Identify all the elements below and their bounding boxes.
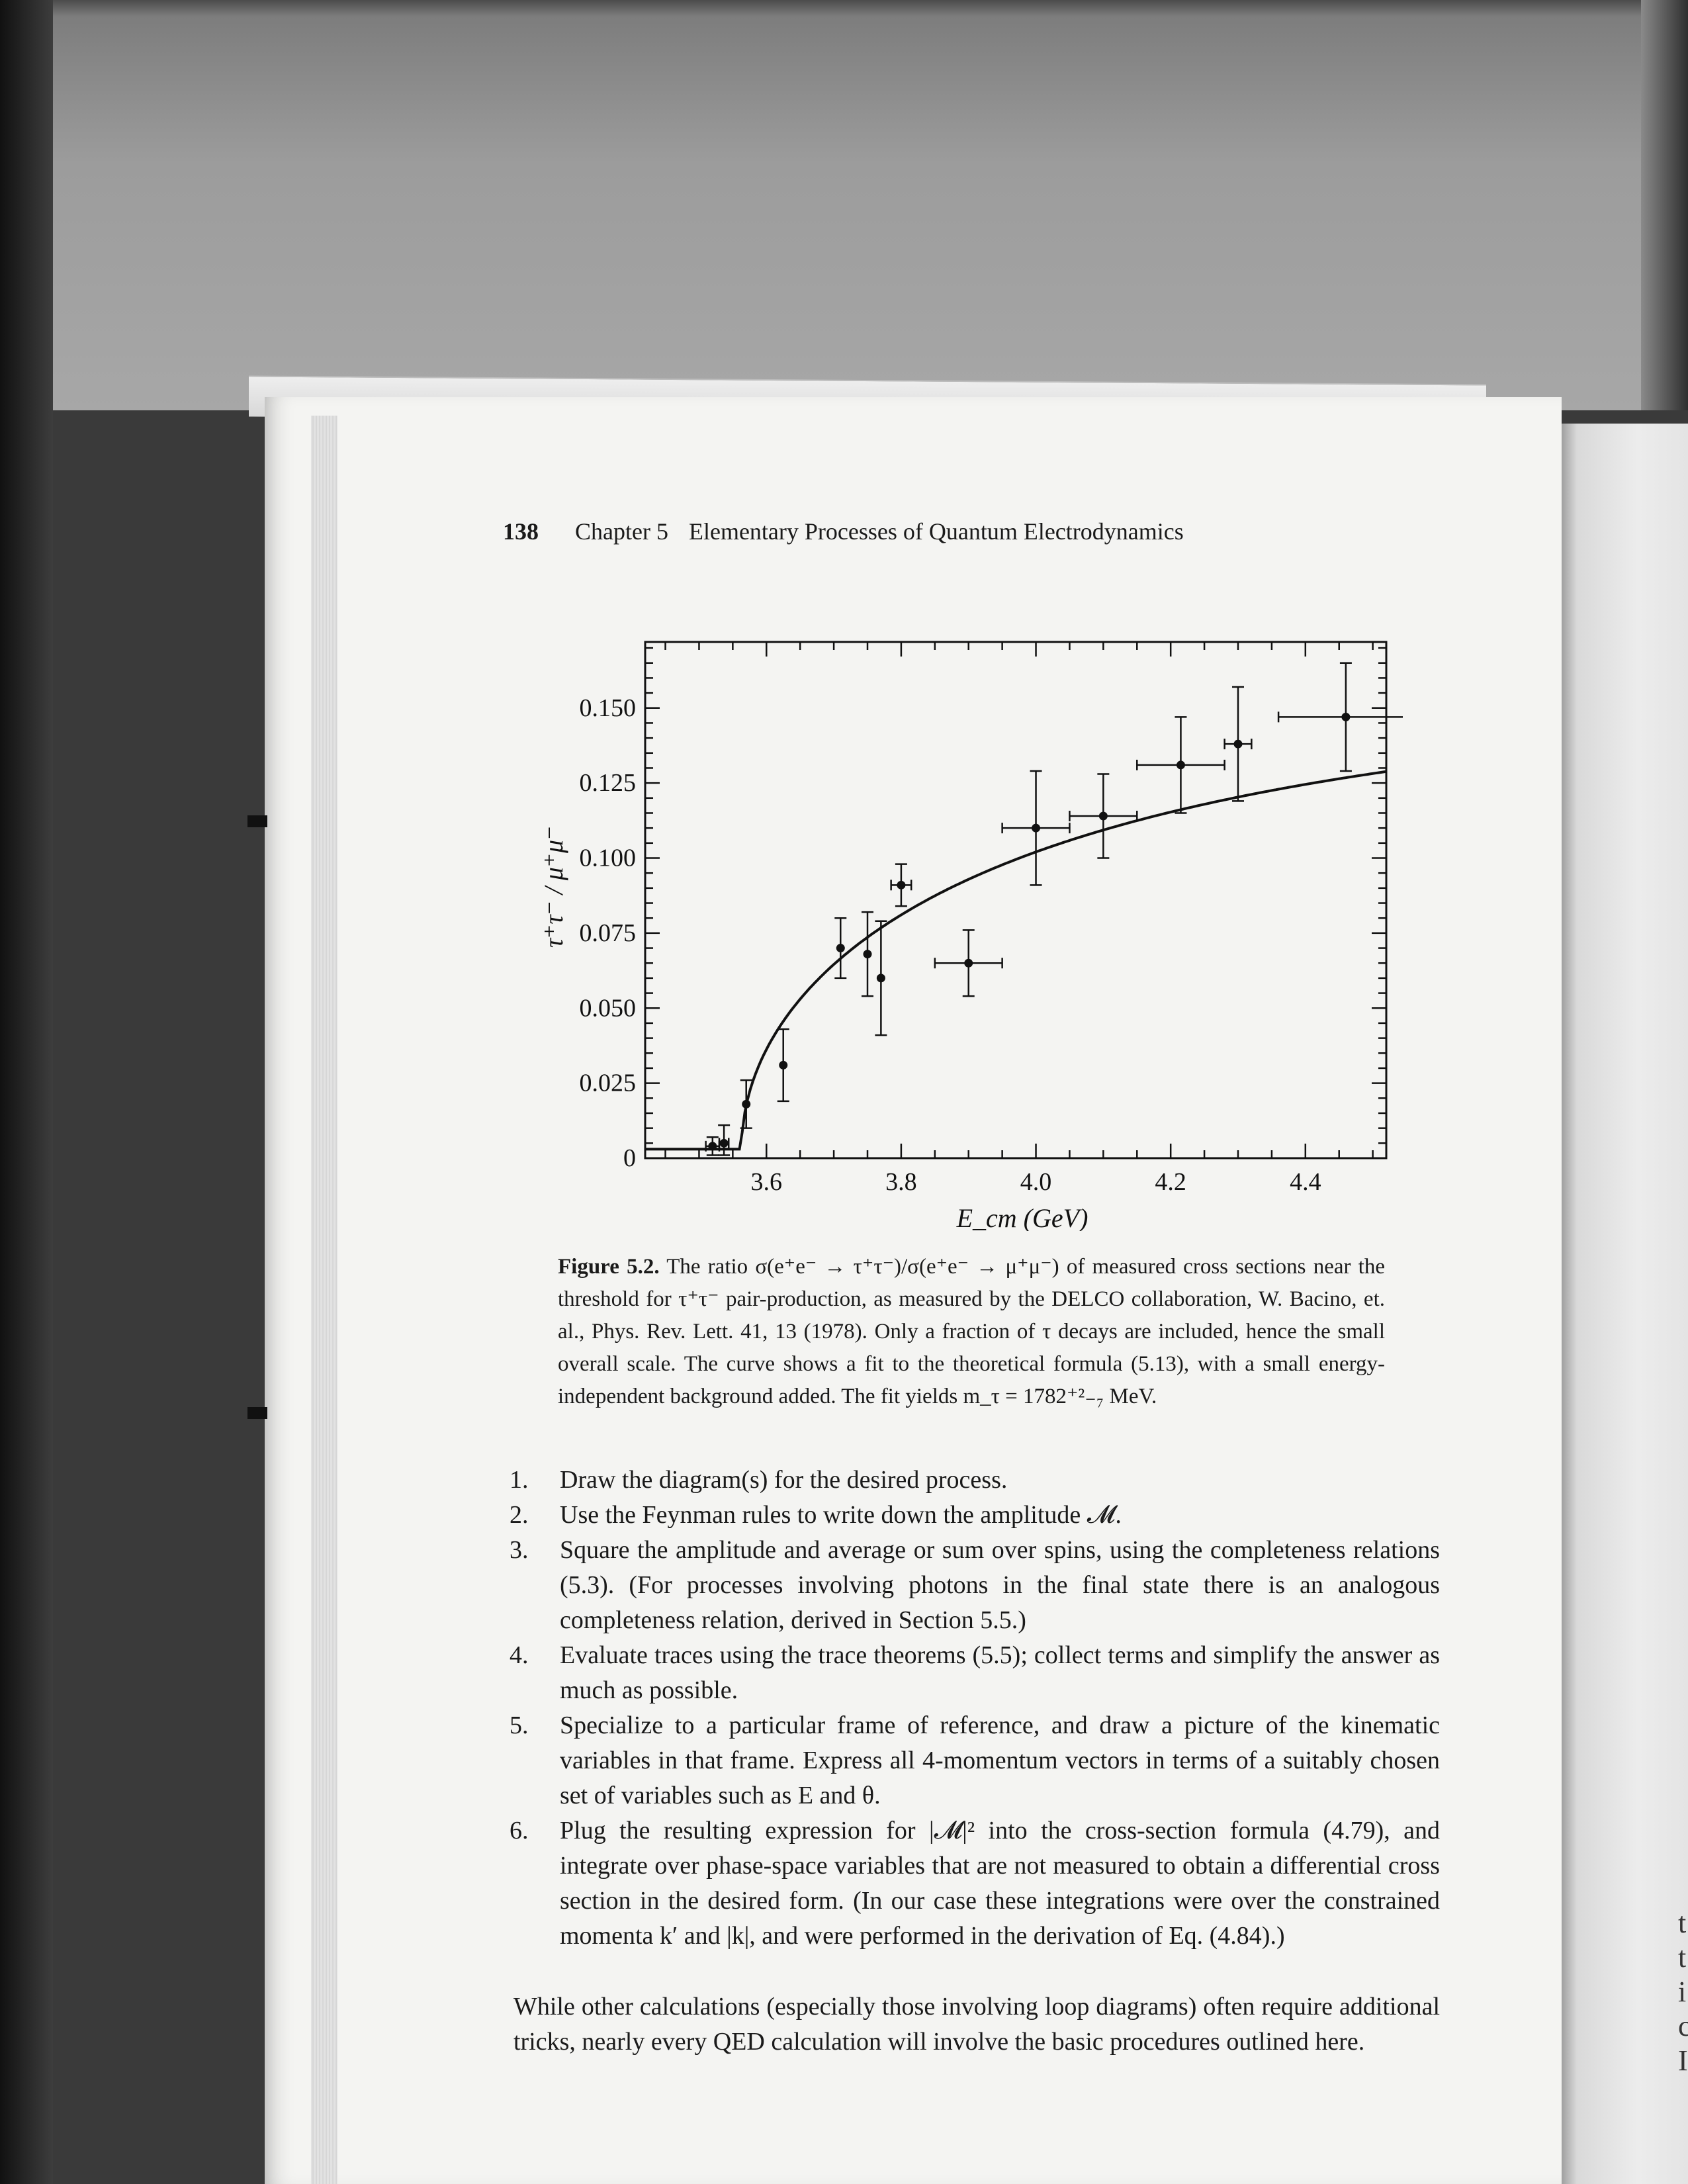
data-marker	[1032, 823, 1041, 833]
data-marker	[708, 1142, 717, 1151]
procedure-step: 2. Use the Feynman rules to write down th…	[510, 1498, 1440, 1533]
data-marker	[1176, 760, 1185, 770]
data-point	[862, 911, 873, 997]
step-text: Draw the diagram(s) for the desired proc…	[560, 1466, 1008, 1494]
step-text: Square the amplitude and average or sum …	[560, 1536, 1440, 1634]
x-tick-label: 3.6	[751, 1168, 783, 1196]
y-tick-label: 0.075	[580, 919, 637, 947]
page-fore-edge	[311, 416, 337, 2184]
data-point	[1136, 716, 1225, 814]
data-marker	[779, 1060, 788, 1069]
procedure-step: 1. Draw the diagram(s) for the desired pr…	[510, 1463, 1440, 1498]
running-head: 138 Chapter 5 Elementary Processes of Qu…	[503, 518, 1184, 545]
closing-paragraph: While other calculations (especially tho…	[513, 1993, 1440, 2056]
data-point	[1069, 773, 1138, 859]
data-marker	[876, 974, 885, 983]
chapter-title: Elementary Processes of Quantum Electrod…	[688, 518, 1184, 545]
data-point	[740, 1079, 752, 1129]
step-number: 5.	[510, 1711, 529, 1739]
procedure-list: 1. Draw the diagram(s) for the desired pr…	[510, 1463, 1440, 1954]
procedure-step: 3. Square the amplitude and average or su…	[510, 1533, 1440, 1638]
page-tab-marker	[247, 1407, 267, 1419]
data-marker	[1341, 712, 1351, 721]
data-point	[777, 1028, 789, 1103]
step-text: Specialize to a particular frame of refe…	[560, 1711, 1440, 1809]
scan-background	[0, 0, 1688, 410]
y-tick-label: 0.125	[580, 769, 637, 797]
page-number: 138	[503, 518, 539, 545]
x-tick-label: 4.2	[1155, 1168, 1186, 1196]
data-marker	[742, 1099, 751, 1109]
data-point	[1001, 770, 1071, 886]
figure-5-2-chart: 3.6 3.8 4.0 4.2 4.4 0 0.025 0.050 0.075 0.100 0.12…	[516, 622, 1414, 1233]
y-tick-label: 0.050	[580, 994, 637, 1022]
procedure-step: 6. Plug the resulting expression for |𝓜|²…	[510, 1813, 1440, 1954]
step-number: 3.	[510, 1536, 529, 1564]
data-marker	[1233, 739, 1243, 749]
step-number: 4.	[510, 1641, 529, 1669]
step-number: 6.	[510, 1817, 529, 1844]
data-point	[1223, 686, 1253, 802]
data-marker	[719, 1138, 729, 1148]
chart-svg: 3.6 3.8 4.0 4.2 4.4 0 0.025 0.050 0.075 0.100 0.12…	[539, 641, 1414, 1233]
data-point	[875, 920, 887, 1036]
data-point	[705, 1136, 721, 1156]
scan-right-shadow	[1641, 0, 1688, 410]
data-point	[1277, 662, 1414, 772]
step-number: 1.	[510, 1466, 529, 1494]
x-tick-label: 4.4	[1290, 1168, 1321, 1196]
x-tick-label: 4.0	[1020, 1168, 1052, 1196]
step-text: Evaluate traces using the trace theorems…	[560, 1641, 1440, 1704]
procedure-step: 5. Specialize to a particular frame of re…	[510, 1708, 1440, 1813]
data-marker	[1098, 811, 1108, 821]
page-tab-marker	[247, 815, 267, 827]
y-tick-label: 0.100	[580, 844, 637, 872]
x-tick-label: 3.8	[885, 1168, 917, 1196]
scan-left-shadow	[0, 0, 53, 2184]
data-marker	[863, 950, 872, 959]
data-point	[718, 1124, 731, 1156]
caption-text: The ratio σ(e⁺e⁻ → τ⁺τ⁻)/σ(e⁺e⁻ → μ⁺μ⁻) …	[558, 1255, 1385, 1408]
chapter-label: Chapter 5	[575, 518, 668, 545]
y-axis-label: τ⁺τ⁻ / μ⁺μ⁻	[539, 826, 568, 948]
y-tick-label: 0.150	[580, 694, 637, 722]
y-tick-label: 0.025	[580, 1069, 637, 1097]
plot-frame	[644, 641, 1388, 1160]
data-marker	[964, 958, 973, 968]
facing-page-letters: t t i c I	[1678, 1907, 1688, 2077]
fit-curve	[645, 770, 1387, 1151]
data-point	[890, 863, 912, 907]
data-marker	[836, 944, 845, 953]
y-tick-label: 0	[623, 1144, 636, 1172]
data-marker	[897, 880, 906, 889]
figure-caption: Figure 5.2. The ratio σ(e⁺e⁻ → τ⁺τ⁻)/σ(e…	[558, 1251, 1385, 1413]
x-axis-label: E_cm (GeV)	[956, 1203, 1088, 1231]
procedure-step: 4. Evaluate traces using the trace theore…	[510, 1638, 1440, 1708]
data-point	[934, 929, 1003, 997]
step-text: Plug the resulting expression for |𝓜|² i…	[560, 1817, 1440, 1950]
caption-label: Figure 5.2.	[558, 1255, 660, 1279]
step-number: 2.	[510, 1501, 529, 1529]
facing-page	[1562, 424, 1688, 2184]
data-point	[834, 917, 847, 979]
step-text: Use the Feynman rules to write down the …	[560, 1501, 1122, 1529]
